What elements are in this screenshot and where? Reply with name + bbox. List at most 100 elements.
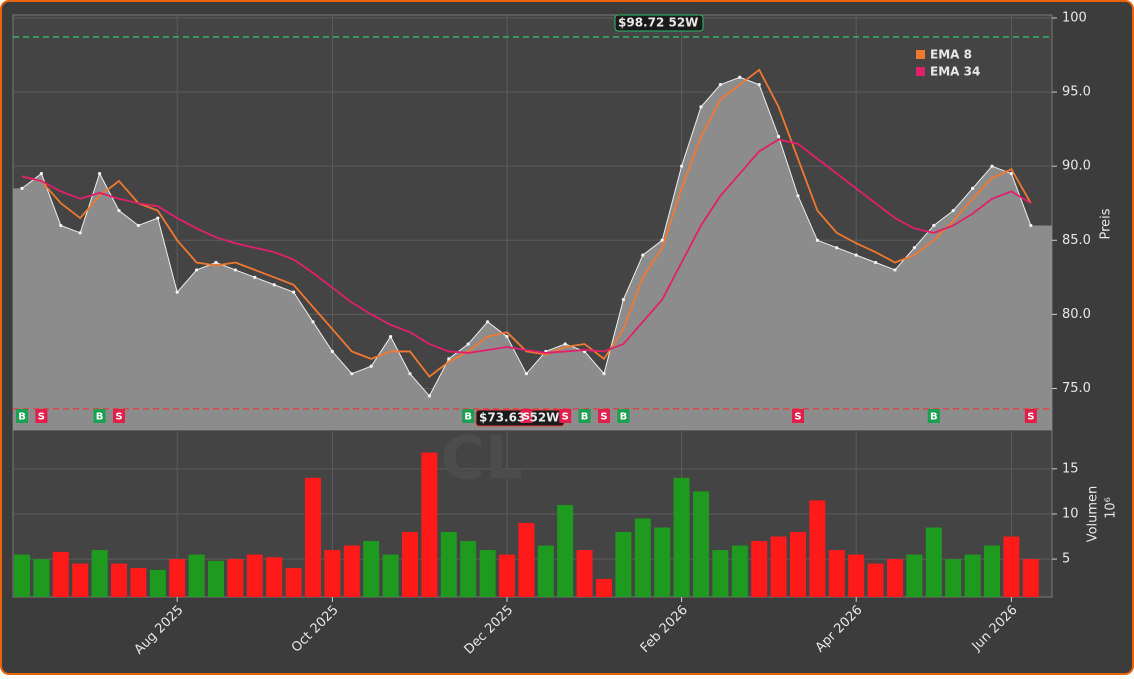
price-point (835, 246, 839, 250)
legend-swatch (916, 50, 925, 59)
volume-bar (790, 532, 806, 597)
price-point (971, 186, 975, 191)
price-point (505, 335, 509, 339)
price-point (408, 372, 412, 376)
price-point (874, 260, 878, 265)
signal-marker (520, 409, 533, 423)
volume-bar (673, 477, 690, 597)
volume-bar (654, 527, 671, 597)
signal-label: B (18, 412, 26, 423)
volume-bar (751, 541, 768, 597)
volume-bar (479, 550, 496, 597)
price-point (330, 349, 334, 354)
y-tick-label: 75.0 (1062, 381, 1091, 396)
signal-marker (927, 409, 940, 423)
ema-line (21, 68, 1032, 378)
volume-bar (576, 550, 593, 597)
price-point (951, 209, 955, 213)
volume-bar (33, 559, 50, 597)
price-point (78, 231, 82, 235)
volume-bar (324, 550, 341, 597)
signal-marker (93, 409, 106, 423)
volume-bar (227, 559, 244, 597)
signal-marker (16, 409, 28, 423)
signal-label: S (794, 412, 801, 423)
price-point (718, 83, 723, 87)
signal-marker (617, 409, 630, 423)
y-tick-label: 95.0 (1062, 85, 1091, 100)
volume-bar (208, 560, 224, 597)
signal-marker (1024, 409, 1037, 423)
volume-bar (557, 504, 574, 597)
price-point (233, 268, 237, 272)
reference-label: $98.72 52W (618, 16, 698, 30)
signal-marker (559, 409, 572, 423)
volume-bar (848, 554, 865, 597)
signal-label: B (581, 412, 589, 423)
volume-bar (964, 554, 981, 597)
price-point (796, 194, 800, 198)
signal-marker (462, 409, 475, 423)
price-point (136, 223, 140, 228)
volume-bar (731, 545, 748, 597)
ema-line (21, 138, 1032, 354)
volume-bar (188, 554, 205, 597)
price-point (311, 320, 315, 324)
signal-label: B (464, 412, 472, 423)
volume-bar (634, 518, 651, 597)
price-point (524, 372, 529, 376)
reference-label-box (614, 14, 704, 32)
volume-bar (266, 557, 283, 597)
price-point (214, 260, 218, 265)
volume-bar (906, 554, 923, 597)
price-point (777, 134, 781, 139)
price-point (1009, 171, 1014, 176)
price-point (854, 253, 858, 257)
y-axis-label: Volumen (1086, 486, 1101, 543)
price-point (156, 216, 160, 220)
signal-marker (113, 409, 125, 423)
signal-label: S (38, 412, 45, 423)
volume-bar (460, 541, 477, 597)
volume-bar (246, 554, 263, 597)
volume-bar (402, 532, 418, 597)
signal-marker (578, 409, 591, 423)
signal-label: S (1027, 412, 1034, 423)
price-point (738, 75, 742, 79)
y-axis-unit: 10⁶ (1104, 497, 1119, 519)
watermark: CL (441, 424, 523, 494)
volume-bar (52, 551, 69, 597)
price-point (466, 342, 470, 346)
signal-label: B (930, 412, 938, 423)
price-point (195, 268, 199, 272)
volume-bar (440, 532, 457, 597)
volume-bar (809, 500, 826, 597)
signal-marker (792, 409, 804, 423)
volume-bar (149, 569, 166, 597)
volume-bar (91, 550, 108, 597)
price-point (660, 238, 664, 242)
signal-label: B (96, 412, 104, 423)
volume-bar (537, 545, 554, 597)
signal-label: S (115, 412, 122, 423)
volume-bar (382, 554, 399, 597)
price-point (680, 164, 684, 168)
volume-bar (770, 536, 787, 597)
price-point (893, 268, 897, 272)
volume-bar (421, 452, 438, 597)
volume-bar (712, 550, 729, 597)
price-point (990, 164, 994, 168)
volume-bar (925, 527, 942, 597)
signal-label: S (600, 412, 607, 423)
volume-bar (343, 545, 360, 597)
price-point (486, 320, 490, 324)
price-point (621, 297, 626, 302)
price-point (350, 372, 354, 376)
price-point (369, 364, 373, 368)
price-point (292, 290, 296, 294)
volume-bar (867, 563, 884, 597)
volume-bar (596, 578, 612, 597)
y-tick-label: 10 (1062, 506, 1079, 521)
y-tick-label: 90.0 (1062, 159, 1091, 174)
